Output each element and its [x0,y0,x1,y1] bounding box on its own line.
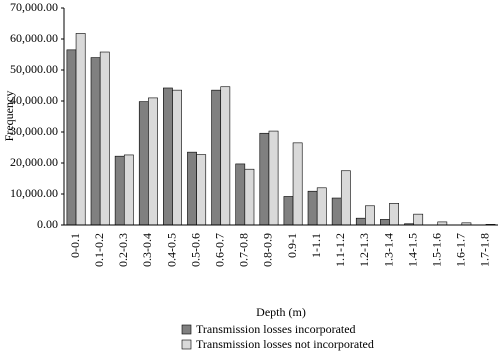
bar [389,203,399,226]
bar [316,187,327,226]
x-axis-title: Depth (m) [256,305,306,319]
x-tick-label: 0.6-0.7 [212,233,226,267]
y-tick-label: 20,000.00 [10,155,58,169]
y-tick-label: 0.00 [37,217,58,231]
x-tick-label: 0-0.1 [68,233,82,258]
x-tick-label: 0.3-0.4 [140,233,154,267]
y-tick-label: 60,000.00 [10,31,58,45]
x-tick-label: 1.2-1.3 [357,233,371,267]
bar [220,86,231,226]
bar [148,97,158,226]
bar [90,57,101,226]
x-tick-label: 1.1-1.2 [333,233,347,267]
bar [331,197,342,226]
bar [292,142,303,226]
x-tick-label: 0.4-0.5 [164,233,178,267]
bar [163,87,173,226]
bar [75,33,86,226]
x-tick-label: 0.2-0.3 [116,233,130,267]
bar [259,132,270,226]
bar [114,155,125,226]
y-tick-label: 70,000.00 [10,0,58,14]
bar [66,49,77,226]
bar [307,190,318,226]
bar [99,51,110,226]
legend-swatch [181,339,192,350]
x-tick-label: 0.5-0.6 [188,233,202,267]
legend-label: Transmission losses not incorporated [196,337,374,351]
bar [283,196,294,226]
x-tick-label: 1.6-1.7 [454,233,468,267]
x-tick-label: 1.5-1.6 [429,233,443,267]
bar [355,217,366,226]
y-axis-title: Frequency [2,91,16,142]
bar [340,170,351,226]
x-tick-label: 0.8-0.9 [261,233,275,267]
bar [380,219,390,226]
x-tick-label: 0.7-0.8 [237,233,251,267]
x-tick-label: 1-1.1 [309,233,323,258]
x-tick-label: 0.1-0.2 [92,233,106,267]
legend-swatch [181,324,192,335]
legend-label: Transmission losses incorporated [196,322,356,336]
bar [123,154,134,226]
bar [138,101,149,226]
x-tick-label: 1.3-1.4 [381,233,395,267]
bar [244,168,255,226]
x-tick-label: 0.9-1 [285,233,299,258]
bar [413,213,424,226]
x-tick-label: 1.4-1.5 [405,233,419,267]
bar [268,130,279,226]
y-tick-label: 50,000.00 [10,62,58,76]
y-tick-label: 30,000.00 [10,124,58,138]
y-tick-label: 40,000.00 [10,93,58,107]
y-tick-label: 10,000.00 [10,186,58,200]
bar [235,163,246,226]
bar [196,154,207,226]
bar [172,89,182,226]
bar [211,89,222,226]
bar [187,151,197,226]
bar [365,205,375,226]
x-tick-label: 1.7-1.8 [478,233,492,267]
